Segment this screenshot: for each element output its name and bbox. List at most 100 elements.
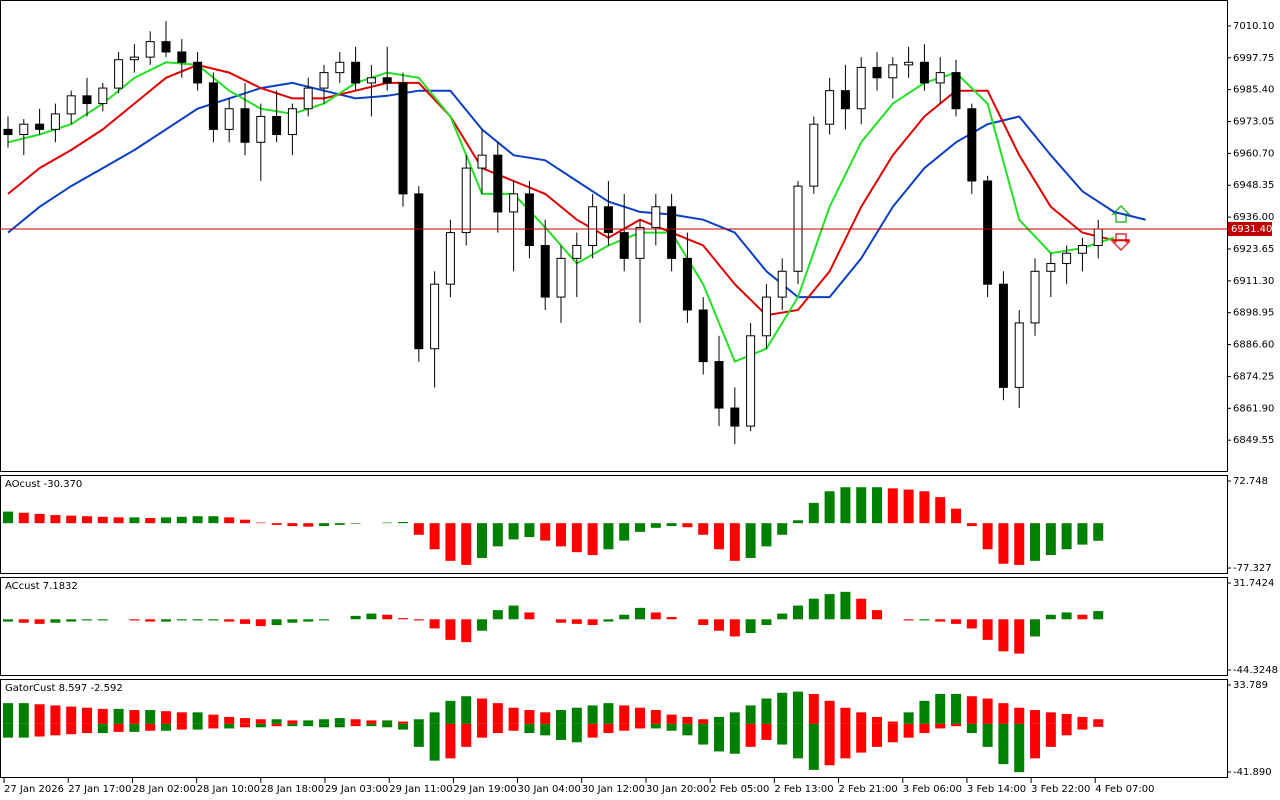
candle-body: [967, 108, 977, 182]
histogram-bar: [477, 523, 488, 558]
gator-bar: [18, 723, 29, 738]
gator-bar: [366, 723, 377, 727]
y-tick-label: 6874.25: [1233, 371, 1274, 382]
x-tick-label: 30 Jan 12:00: [582, 784, 645, 795]
histogram-bar: [1030, 619, 1041, 637]
x-tick-label: 30 Jan 04:00: [518, 784, 581, 795]
gator-bar: [761, 723, 772, 740]
histogram-bar: [192, 516, 203, 524]
y-tick-label: 6960.70: [1233, 148, 1274, 159]
gator-bar: [998, 723, 1009, 765]
gator-bar: [777, 723, 788, 745]
histogram-bar: [50, 619, 61, 623]
candle-body: [840, 90, 850, 110]
candle-body: [919, 61, 929, 84]
candle-body: [161, 41, 171, 53]
gator-bar: [240, 723, 251, 728]
last-price-label: 6931.40: [1231, 224, 1272, 235]
gator-bar: [793, 723, 804, 759]
indicator-label: AOcust -30.370: [5, 479, 82, 490]
gator-bar: [698, 723, 709, 745]
histogram-bar: [1061, 612, 1072, 620]
histogram-bar: [1014, 523, 1025, 565]
histogram-bar: [903, 489, 914, 524]
gator-bar: [761, 698, 772, 724]
gator-bar: [682, 723, 693, 736]
gator-bar: [556, 723, 567, 740]
candle-body: [145, 41, 155, 58]
candle-body: [382, 77, 392, 84]
histogram-bar: [808, 502, 819, 524]
candle-body: [556, 257, 566, 298]
histogram-bar: [176, 619, 187, 621]
gator-bar: [524, 710, 535, 724]
gator-bar: [571, 707, 582, 724]
gator-bar: [34, 704, 45, 724]
histogram-bar: [1093, 611, 1104, 620]
gator-bar: [666, 714, 677, 724]
histogram-bar: [682, 523, 693, 528]
histogram-bar: [603, 523, 614, 550]
y-tick-label: -41.890: [1233, 767, 1272, 778]
gator-bar: [587, 723, 598, 738]
gator-bar: [919, 700, 930, 724]
x-tick-label: 29 Jan 19:00: [453, 784, 516, 795]
gator-bar: [2, 723, 13, 738]
candle-body: [524, 193, 534, 246]
candle-body: [114, 59, 124, 89]
gator-bar: [176, 712, 187, 724]
histogram-bar: [603, 619, 614, 622]
y-tick-label: 6985.40: [1233, 85, 1274, 96]
gator-bar: [556, 710, 567, 724]
gator-bar: [966, 696, 977, 724]
histogram-bar: [81, 516, 92, 524]
gator-bar: [303, 723, 314, 727]
gator-bar: [635, 707, 646, 724]
histogram-bar: [982, 523, 993, 550]
candle-body: [50, 113, 60, 130]
moving-average: [7, 81, 1146, 299]
moving-average: [7, 61, 1115, 363]
candle-body: [445, 232, 455, 285]
gator-bar: [951, 723, 962, 727]
y-tick-label: -44.3248: [1233, 665, 1278, 676]
histogram-bar: [398, 618, 409, 620]
gator-bar: [350, 719, 361, 724]
gator-bar: [255, 723, 266, 728]
histogram-bar: [998, 523, 1009, 564]
histogram-bar: [1061, 523, 1072, 550]
histogram-bar: [571, 619, 582, 624]
histogram-bar: [919, 619, 930, 621]
histogram-bar: [160, 619, 171, 622]
histogram-bar: [113, 517, 124, 524]
candle-body: [714, 361, 724, 409]
y-tick-label: 33.789: [1233, 680, 1268, 691]
gator-bar: [97, 708, 108, 724]
histogram-bar: [619, 614, 630, 620]
gator-bar: [872, 716, 883, 724]
gator-bar: [951, 693, 962, 724]
gator-bar: [808, 723, 819, 770]
gator-bar: [50, 705, 61, 724]
gator-bar: [524, 723, 535, 734]
y-tick-label: 7010.10: [1233, 21, 1274, 32]
histogram-bar: [461, 523, 472, 565]
gator-bar: [429, 712, 440, 724]
gator-bar: [445, 700, 456, 724]
gator-bar: [492, 723, 503, 734]
histogram-bar: [698, 619, 709, 626]
histogram-bar: [81, 619, 92, 621]
candle-body: [303, 87, 313, 110]
histogram-bar: [935, 619, 946, 622]
candle-body: [746, 335, 756, 427]
histogram-bar: [587, 523, 598, 556]
histogram-bar: [66, 515, 77, 524]
histogram-bar: [461, 619, 472, 643]
histogram-bar: [856, 487, 867, 524]
histogram-bar: [872, 487, 883, 524]
gator-bar: [224, 716, 235, 724]
gator-bar: [887, 721, 898, 724]
gator-bar: [650, 710, 661, 724]
histogram-bar: [698, 523, 709, 535]
histogram-bar: [129, 619, 140, 621]
